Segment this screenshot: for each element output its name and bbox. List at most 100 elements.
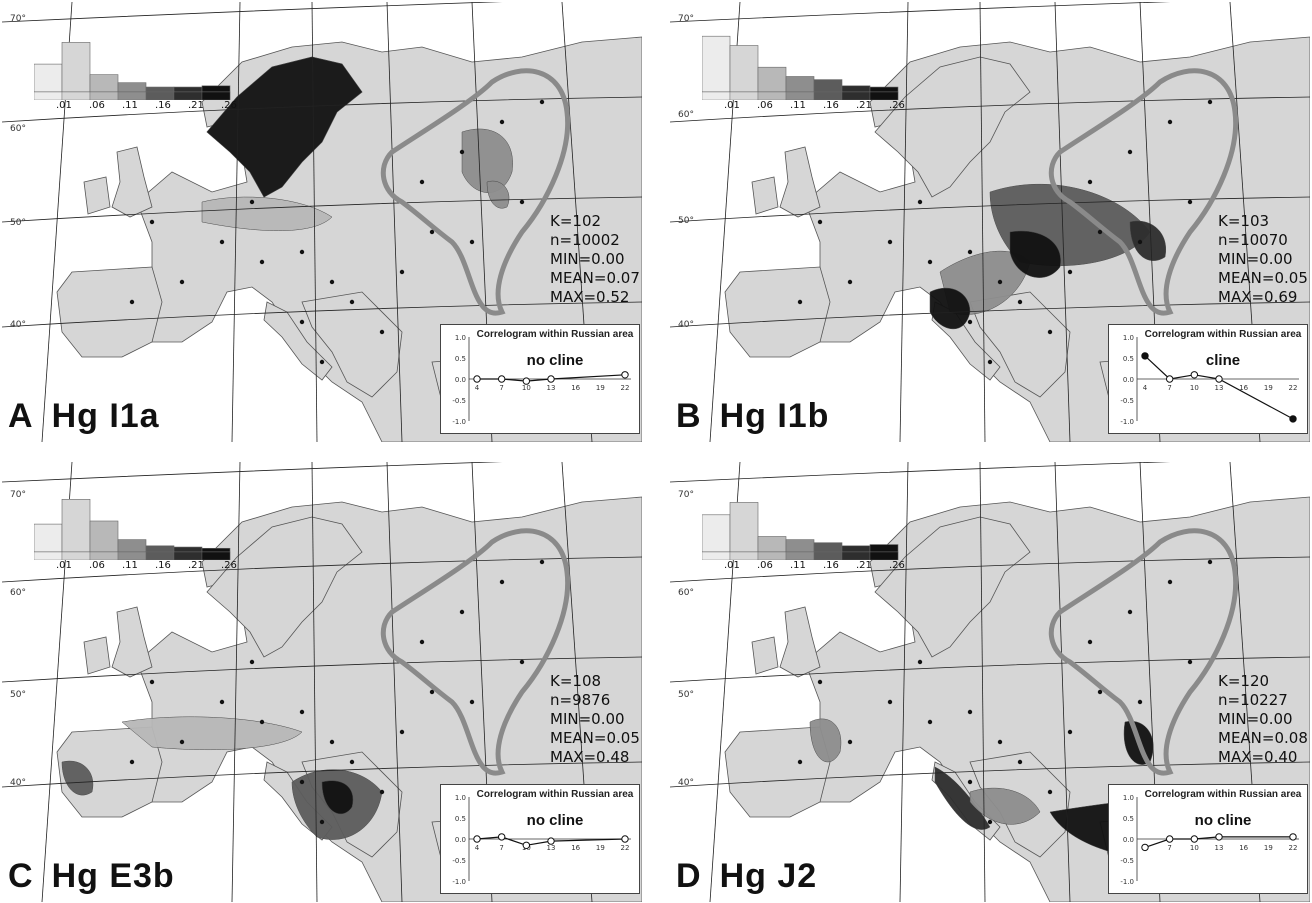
- sample-point: [887, 239, 893, 245]
- correlogram-x-tick: 19: [596, 384, 605, 392]
- land-region: [779, 606, 821, 678]
- sample-point: [469, 699, 475, 705]
- lat-label-50: 50°: [678, 690, 694, 700]
- lat-label-40: 40°: [10, 778, 26, 788]
- sample-point: [1087, 639, 1093, 645]
- sample-point: [917, 199, 923, 205]
- correlogram-x-tick: 16: [1239, 384, 1248, 392]
- latitude-line: [670, 556, 1310, 583]
- sample-point: [349, 759, 355, 765]
- land-region: [751, 176, 779, 215]
- sample-point: [797, 759, 803, 765]
- histogram-bar: [173, 546, 203, 553]
- lat-label-60: 60°: [10, 124, 26, 134]
- correlogram-x-tick: 7: [499, 844, 503, 852]
- panel-label-d: D Hg J2: [676, 857, 817, 896]
- sample-point: [817, 219, 823, 225]
- map-panel-a: .01 .06 .11 .16 .21 .26 70° 60° 50° 40° K=102…: [2, 2, 642, 442]
- land-region: [301, 291, 403, 398]
- latitude-line: [2, 556, 642, 583]
- frequency-zone: [809, 718, 842, 763]
- correlogram-y-tick: 1.0: [1123, 794, 1134, 802]
- legend-swatch: [701, 91, 731, 101]
- legend-tick: .06: [757, 100, 773, 111]
- legend-tick: .06: [89, 100, 105, 111]
- correlogram-point: [1215, 833, 1223, 841]
- legend-swatch: [117, 91, 147, 101]
- stat-k: K=102: [550, 212, 602, 230]
- sample-point: [299, 779, 305, 785]
- correlogram-y-tick: -1.0: [452, 418, 466, 426]
- legend-tick: .26: [221, 560, 237, 571]
- legend-b: .01 .06 .11 .16 .21 .26: [701, 20, 912, 111]
- panel-label-a: A Hg I1a: [8, 397, 160, 436]
- correlogram-x-tick: 7: [499, 384, 503, 392]
- histogram-bar: [145, 86, 175, 93]
- panel-haplogroup: Hg I1b: [719, 397, 830, 435]
- sample-point: [1127, 609, 1133, 615]
- sample-point: [1067, 269, 1073, 275]
- sample-point: [539, 559, 545, 565]
- frequency-histogram-c: [33, 498, 231, 561]
- legend-a: .01 .06 .11 .16 .21 .26: [33, 20, 244, 111]
- sample-point: [419, 179, 425, 185]
- sample-point: [927, 719, 933, 725]
- sample-point: [429, 689, 435, 695]
- panel-label-c: C Hg E3b: [8, 857, 175, 896]
- correlogram-y-tick: -0.5: [452, 397, 466, 405]
- correlogram-point: [1215, 375, 1223, 383]
- correlogram-x-tick: 4: [475, 384, 480, 392]
- legend-tick: .01: [56, 100, 72, 111]
- land-region: [724, 266, 831, 358]
- correlogram-point: [621, 835, 629, 843]
- sample-point: [887, 699, 893, 705]
- stat-min: MIN=0.00: [1218, 250, 1293, 268]
- legend-tick: .26: [889, 560, 905, 571]
- legend-tick: .16: [823, 100, 839, 111]
- correlogram-point: [473, 375, 481, 383]
- legend-tick: .26: [889, 100, 905, 111]
- correlogram-x-tick: 7: [1167, 384, 1171, 392]
- frequency-zone: [934, 766, 991, 830]
- correlogram-title: Correlogram within Russian area: [1144, 329, 1302, 340]
- latitude-line: [2, 96, 642, 123]
- histogram-bar: [869, 544, 899, 553]
- correlogram-point: [1289, 415, 1297, 423]
- sample-point: [1127, 149, 1133, 155]
- lat-label-70: 70°: [678, 14, 694, 24]
- panel-letter: B: [676, 397, 702, 435]
- legend-swatch: [869, 91, 899, 101]
- land-region: [779, 146, 821, 218]
- sample-point: [299, 319, 305, 325]
- frequency-zone: [121, 716, 303, 751]
- sample-point: [967, 319, 973, 325]
- sample-point: [1047, 329, 1053, 335]
- legend-swatch: [729, 91, 759, 101]
- histogram-bar: [757, 66, 787, 93]
- correlogram-y-tick: 0.5: [455, 355, 466, 363]
- sample-point: [967, 709, 973, 715]
- land-region: [969, 291, 1071, 398]
- correlogram-verdict: no cline: [526, 812, 584, 829]
- correlogram-point: [497, 375, 506, 383]
- latitude-line: [670, 761, 1310, 788]
- latitude-line: [2, 462, 503, 483]
- sample-point: [797, 299, 803, 305]
- legend-swatch: [173, 91, 203, 101]
- sample-point: [967, 249, 973, 255]
- sample-point: [1097, 689, 1103, 695]
- sample-point: [259, 259, 265, 265]
- legend-swatch: [757, 91, 787, 101]
- correlogram-y-tick: 0.5: [455, 815, 466, 823]
- histogram-bar: [869, 86, 899, 93]
- latitude-line: [2, 2, 503, 23]
- correlogram-verdict: cline: [1205, 352, 1241, 369]
- stat-max: MAX=0.40: [1218, 748, 1298, 766]
- correlogram-point: [547, 375, 555, 383]
- sample-point: [219, 239, 225, 245]
- correlogram-point: [1190, 835, 1199, 843]
- sample-point: [349, 299, 355, 305]
- correlogram-x-tick: 16: [1239, 844, 1248, 852]
- correlogram-x-tick: 10: [1190, 384, 1199, 392]
- legend-swatch: [89, 91, 119, 101]
